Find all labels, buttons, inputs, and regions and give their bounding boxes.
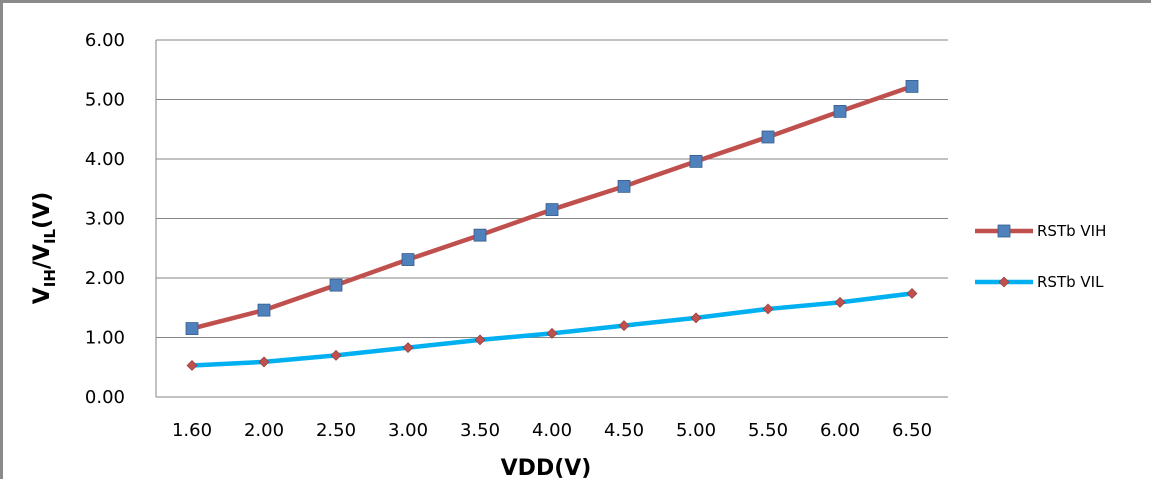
x-tick-label: 2.00	[244, 420, 284, 441]
data-point	[258, 356, 270, 368]
data-point	[690, 312, 702, 324]
x-tick-label: 4.50	[604, 420, 644, 441]
data-point	[834, 296, 846, 308]
y-tick-label: 1.00	[85, 328, 125, 349]
data-point	[618, 320, 630, 332]
series-rstb-vil	[186, 288, 918, 371]
x-tick-label: 5.00	[676, 420, 716, 441]
data-point	[186, 360, 198, 371]
x-tick-label: 5.50	[748, 420, 788, 441]
legend: RSTb VIH RSTb VIL	[975, 222, 1106, 291]
y-tick-label: 5.00	[85, 90, 125, 111]
x-tick-label: 6.50	[892, 420, 932, 441]
y-tick-label: 3.00	[85, 209, 125, 230]
data-point	[474, 334, 486, 346]
x-axis-title: VDD(V)	[501, 456, 592, 481]
y-tick-label: 4.00	[85, 149, 125, 170]
series-group	[185, 80, 919, 371]
y-axis-title-sep: /V	[30, 244, 55, 269]
y-axis-title-sub1: IH	[41, 269, 59, 287]
legend-label: RSTb VIH	[1037, 222, 1106, 240]
data-point	[185, 322, 199, 335]
y-axis-title-sub2: IL	[41, 228, 59, 244]
data-point	[833, 105, 847, 118]
data-point	[762, 303, 774, 315]
data-point	[329, 278, 343, 292]
data-point	[689, 154, 703, 168]
x-tick-label: 3.50	[460, 420, 500, 441]
legend-item: RSTb VIL	[975, 273, 1104, 291]
data-point	[617, 179, 631, 193]
data-point	[545, 203, 559, 216]
y-tick-label: 2.00	[85, 268, 125, 289]
y-axis-title-part1: V	[30, 287, 55, 304]
data-point	[761, 130, 775, 144]
legend-marker	[998, 276, 1010, 288]
data-point	[257, 303, 271, 317]
y-tick-label: 0.00	[85, 387, 125, 408]
y-axis-title-tail: (V)	[30, 192, 55, 229]
x-tick-label: 3.00	[388, 420, 428, 441]
gridlines	[155, 39, 948, 398]
y-axis-title: VIH/VIL(V)	[30, 192, 59, 305]
y-tick-label: 6.00	[85, 30, 125, 51]
data-point	[906, 288, 918, 299]
data-point	[330, 349, 342, 361]
legend-marker	[997, 224, 1011, 238]
line-chart: 0.00 1.00 2.00 3.00 4.00 5.00 6.00 1.60 2.00 2.5…	[30, 30, 1106, 481]
data-point	[473, 228, 487, 242]
legend-item: RSTb VIH	[975, 222, 1106, 240]
legend-label: RSTb VIL	[1037, 273, 1104, 291]
x-tick-label: 1.60	[172, 420, 212, 441]
x-tick-label: 4.00	[532, 420, 572, 441]
data-point	[905, 80, 919, 93]
x-tick-label: 2.50	[316, 420, 356, 441]
data-point	[402, 342, 414, 354]
x-tick-label: 6.00	[820, 420, 860, 441]
data-point	[401, 253, 415, 266]
data-point	[546, 327, 558, 339]
x-tick-labels: 1.60 2.00 2.50 3.00 3.50 4.00 4.50 5.00 5.50 6.00…	[172, 420, 932, 441]
y-tick-labels: 0.00 1.00 2.00 3.00 4.00 5.00 6.00	[85, 30, 125, 408]
series-rstb-vih	[185, 80, 919, 335]
